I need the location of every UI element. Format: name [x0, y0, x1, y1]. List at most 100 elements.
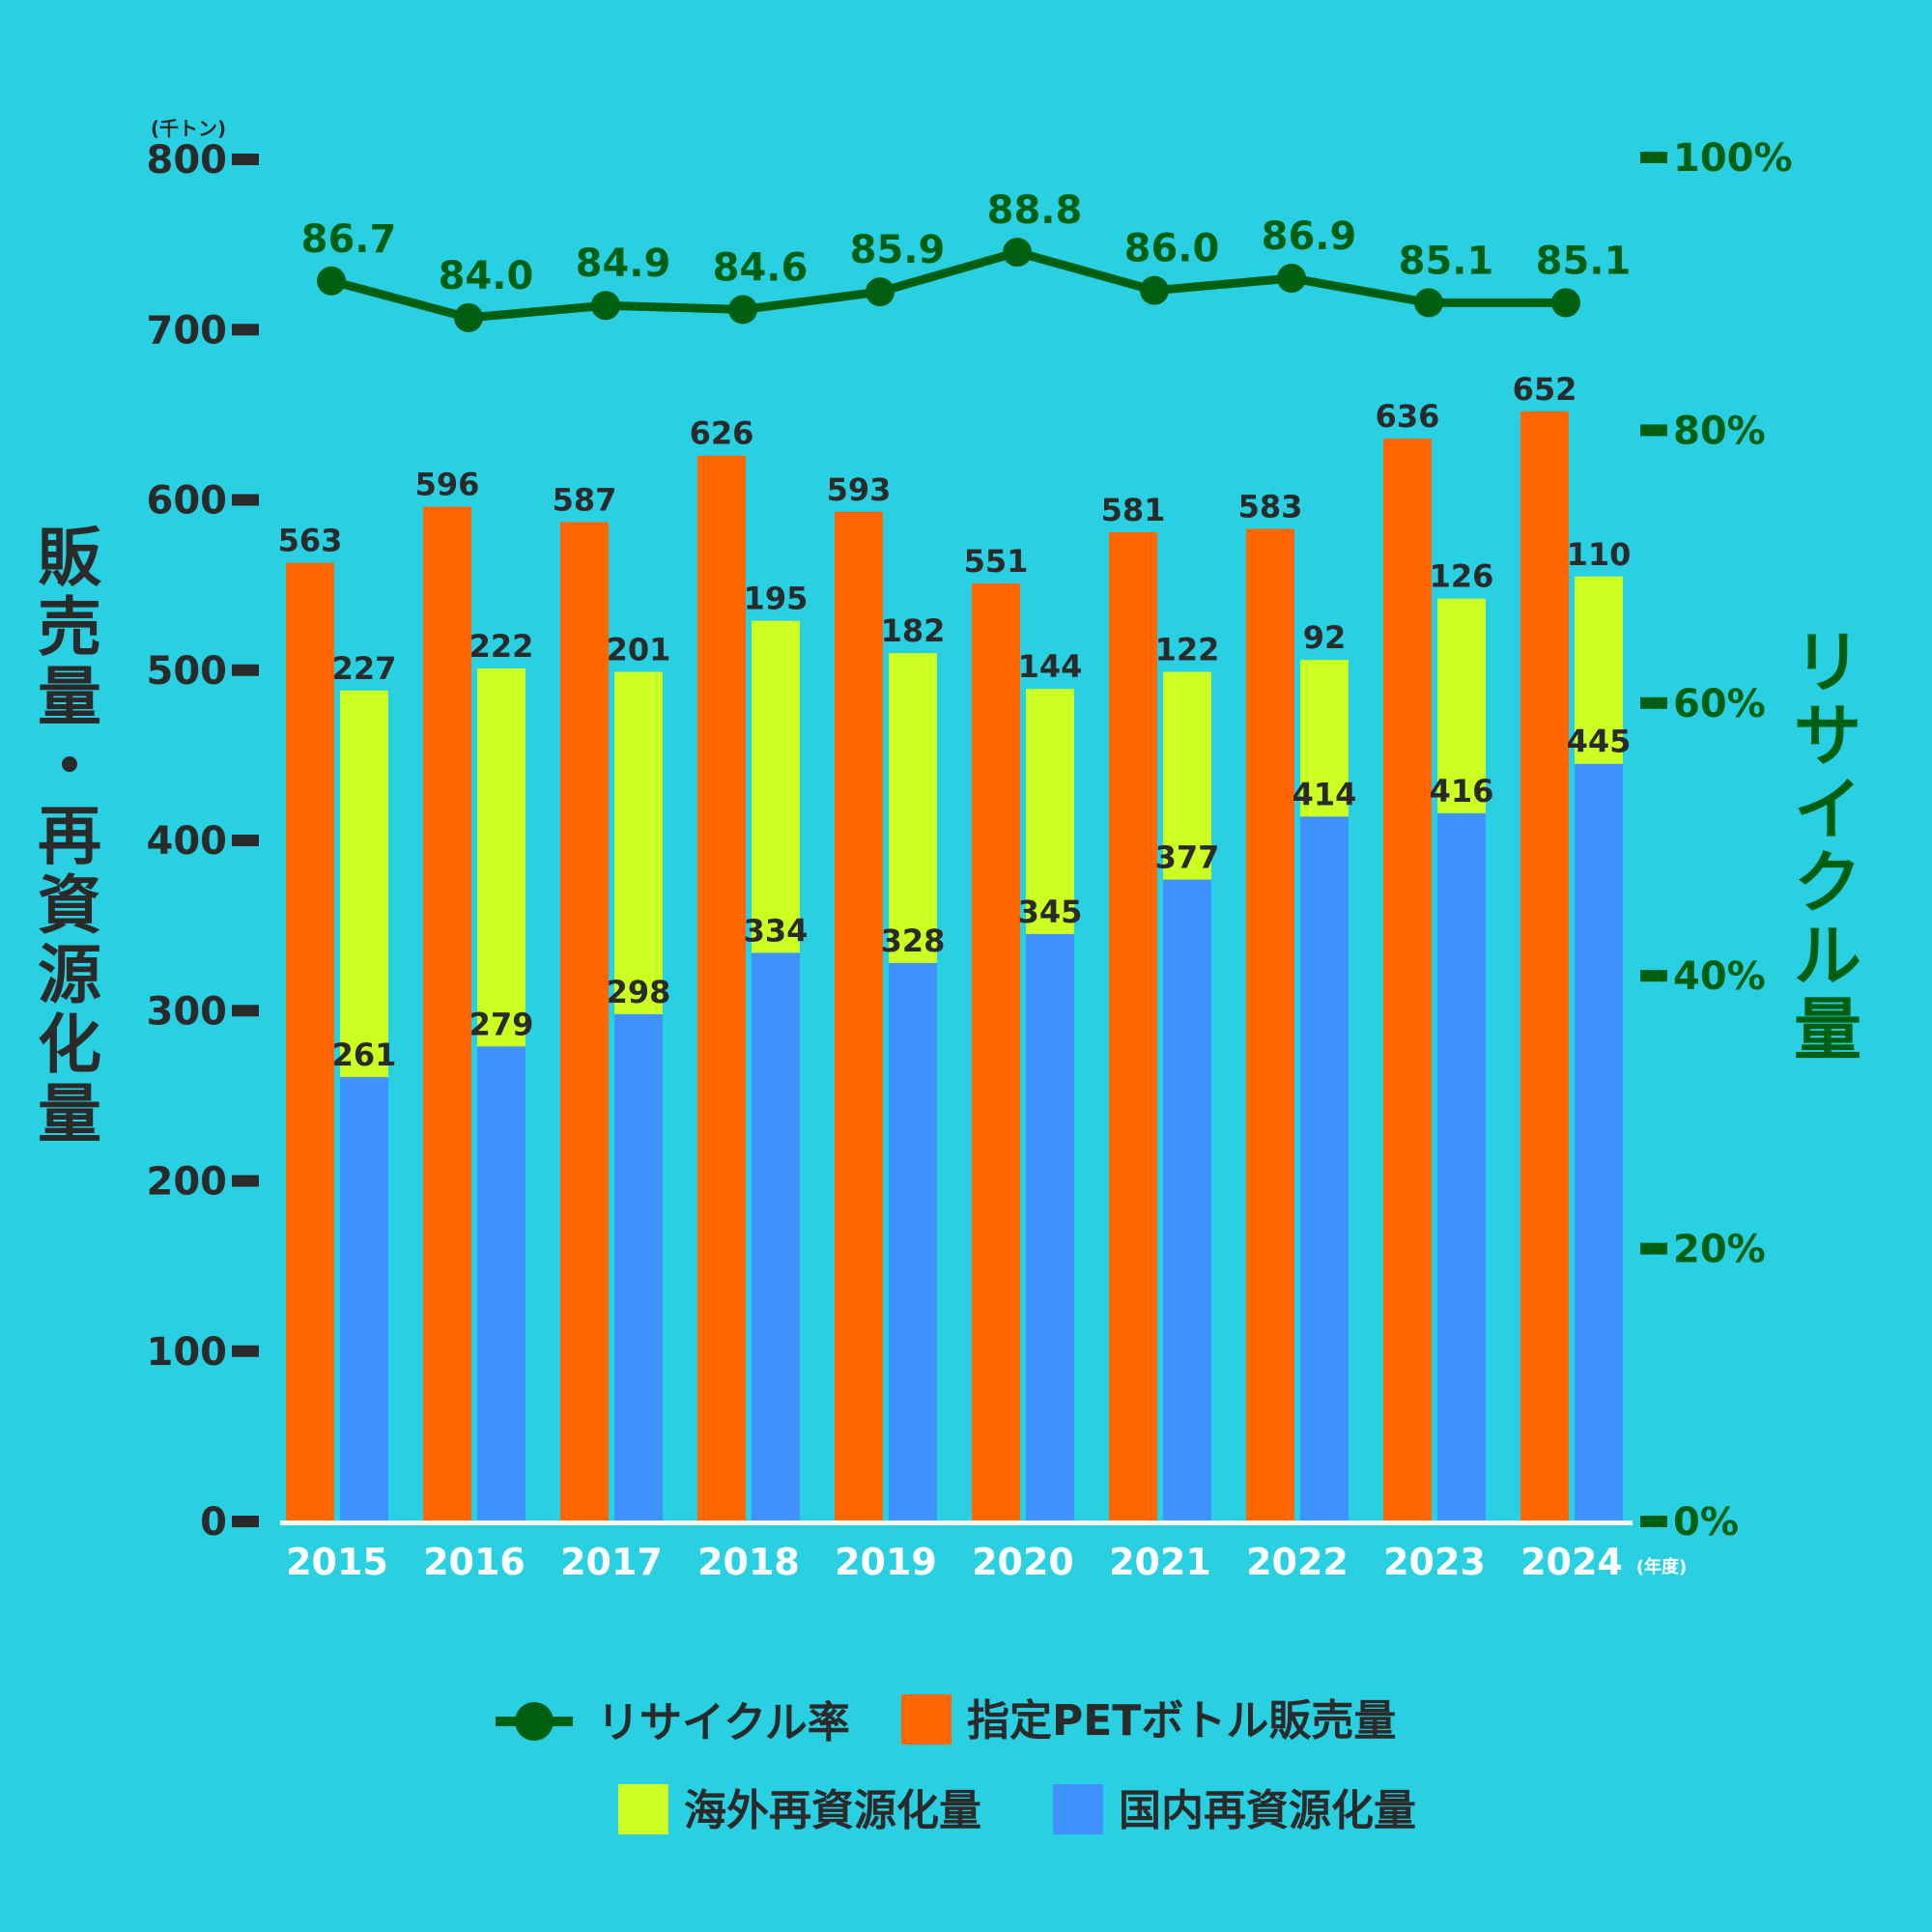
x-tick-label: 2017: [560, 1541, 663, 1583]
y2-tick-label: 40%: [1673, 954, 1766, 999]
rate-label: 86.7: [301, 217, 397, 262]
label-sales: 587: [553, 481, 617, 518]
rate-point: [454, 302, 483, 332]
bar-group-2024: 652 445 110 2024: [1513, 371, 1632, 1583]
label-domestic: 261: [332, 1037, 397, 1073]
y-tick-mark: [232, 1005, 259, 1017]
y2-tick-mark: [1640, 1242, 1667, 1255]
rate-line: [329, 247, 1566, 323]
bar-overseas: [752, 620, 800, 953]
legend-swatch: [901, 1694, 952, 1745]
bar-sales: [835, 511, 883, 1521]
y-tick-mark: [232, 494, 259, 506]
bar-group-2019: 593 328 182 2019: [827, 471, 946, 1583]
x-tick-label: 2023: [1383, 1541, 1486, 1583]
bar-group-2018: 626 334 195 2018: [690, 415, 809, 1583]
y-tick-mark: [232, 1516, 259, 1527]
rate-label: 86.0: [1124, 227, 1220, 271]
bar-domestic: [477, 1046, 526, 1521]
legend-swatch: [618, 1784, 668, 1834]
y2-axis-title-char: ク: [1794, 843, 1861, 923]
y-axis-title-char: 売: [38, 590, 101, 665]
bar-domestic: [1026, 933, 1074, 1521]
label-sales: 596: [415, 467, 480, 503]
bar-domestic: [614, 1013, 663, 1521]
y2-tick-mark: [1640, 424, 1667, 437]
y2-tick-label: 20%: [1673, 1228, 1766, 1272]
bar-overseas: [614, 671, 663, 1014]
rate-label: 88.8: [987, 188, 1083, 233]
rate-label: 85.9: [850, 228, 946, 272]
rate-point: [1003, 238, 1032, 268]
y2-tick-label: 60%: [1673, 682, 1766, 726]
label-overseas: 110: [1567, 536, 1632, 573]
bar-overseas: [340, 690, 388, 1077]
legend-label: 国内再資源化量: [1119, 1786, 1416, 1835]
y-axis-title-char: 資: [38, 868, 101, 943]
y2-axis-title-char: リ: [1794, 623, 1861, 702]
legend-swatch: [1053, 1784, 1103, 1834]
x-tick-label: 2022: [1246, 1541, 1349, 1583]
bar-domestic: [1300, 816, 1349, 1521]
legend-item: 海外再資源化量: [618, 1784, 981, 1835]
label-overseas: 144: [1018, 648, 1083, 685]
y2-tick-mark: [1640, 1516, 1667, 1527]
bar-group-2017: 587 298 201 2017: [553, 481, 671, 1583]
label-sales: 583: [1238, 488, 1303, 525]
label-domestic: 377: [1155, 839, 1220, 876]
label-overseas: 195: [744, 581, 809, 617]
y2-tick-mark: [1640, 970, 1667, 982]
bar-overseas: [1575, 576, 1623, 764]
bar-domestic: [1437, 812, 1486, 1521]
label-domestic: 345: [1018, 894, 1083, 930]
legend-label: 海外再資源化量: [684, 1786, 981, 1835]
y2-axis-title-char: ル: [1794, 917, 1861, 996]
bar-overseas: [1437, 598, 1486, 813]
y-tick-label: 100: [147, 1330, 228, 1375]
bar-sales: [423, 506, 471, 1521]
legend-marker-swatch: [515, 1702, 554, 1741]
label-sales: 626: [690, 415, 754, 452]
y-tick-mark: [232, 324, 259, 336]
label-sales: 563: [278, 523, 343, 559]
bar-sales: [697, 455, 746, 1521]
label-overseas: 222: [469, 628, 534, 665]
label-domestic: 416: [1430, 773, 1494, 810]
x-tick-label: 2018: [697, 1541, 800, 1583]
label-overseas: 201: [607, 632, 671, 668]
rate-label: 85.1: [1536, 239, 1632, 283]
legend-item: 国内再資源化量: [1053, 1784, 1416, 1835]
rate-point: [1140, 275, 1169, 305]
x-axis-baseline: [280, 1520, 1633, 1525]
y-axis-title-char: 源: [38, 938, 101, 1012]
y-tick-mark: [232, 664, 259, 676]
label-sales: 581: [1101, 492, 1166, 528]
bar-sales: [1246, 528, 1294, 1521]
rate-label: 84.9: [576, 242, 671, 286]
y-axis-title-char: 化: [38, 1008, 101, 1082]
y2-axis-title-char: サ: [1794, 696, 1861, 776]
bar-group-2023: 636 416 126 2023: [1376, 398, 1494, 1583]
y-tick-label: 600: [147, 479, 228, 524]
legend-label: 指定PETボトル販売量: [967, 1696, 1396, 1746]
label-sales: 636: [1376, 398, 1440, 435]
label-domestic: 445: [1567, 724, 1632, 760]
rate-point: [866, 277, 895, 307]
y-tick-label: 500: [147, 649, 228, 694]
rate-point: [1414, 288, 1443, 318]
y-tick-mark: [232, 1345, 259, 1357]
bar-overseas: [477, 668, 526, 1047]
bar-group-2015: 563 261 227 2015: [278, 523, 397, 1583]
rate-label: 84.6: [713, 245, 809, 290]
rate-point: [728, 295, 757, 325]
label-sales: 593: [827, 471, 892, 508]
legend-label: リサイクル率: [597, 1698, 850, 1747]
bar-domestic: [340, 1076, 388, 1521]
y-tick-label: 400: [147, 819, 228, 864]
rate-label: 84.0: [439, 254, 534, 298]
legend-item: 指定PETボトル販売量: [901, 1694, 1396, 1746]
x-unit-label: (年度): [1636, 1556, 1687, 1577]
rate-label: 86.9: [1262, 214, 1357, 259]
